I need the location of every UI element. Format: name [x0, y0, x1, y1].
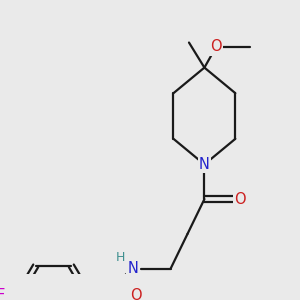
Text: F: F	[0, 288, 5, 300]
Text: O: O	[234, 192, 246, 207]
Text: O: O	[130, 288, 142, 300]
Text: O: O	[210, 39, 222, 54]
Text: N: N	[128, 261, 139, 276]
Text: N: N	[199, 157, 210, 172]
Text: H: H	[116, 251, 125, 264]
